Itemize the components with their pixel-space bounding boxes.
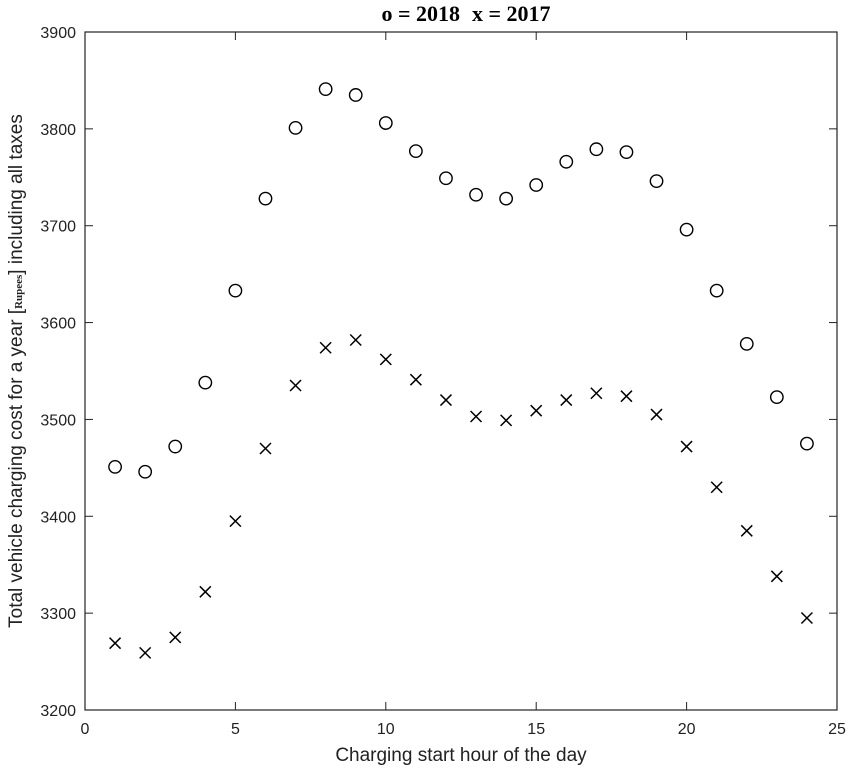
y-tick-label: 3900 bbox=[40, 25, 76, 42]
y-tick-label: 3700 bbox=[40, 219, 76, 236]
x-tick-label: 25 bbox=[828, 721, 846, 738]
marker-2018 bbox=[529, 178, 544, 192]
y-tick-label: 3200 bbox=[40, 703, 76, 720]
title-marker-2017: x bbox=[472, 1, 483, 26]
marker-2018 bbox=[679, 222, 694, 237]
marker-2018 bbox=[108, 459, 122, 474]
marker-2017 bbox=[800, 611, 813, 625]
y-axis-label: Total vehicle charging cost for a year [… bbox=[6, 114, 27, 628]
x-axis-label: Charging start hour of the day bbox=[335, 745, 587, 766]
marker-2017 bbox=[139, 646, 152, 659]
y-tick-label: 3300 bbox=[40, 606, 76, 623]
marker-2017 bbox=[710, 481, 723, 494]
marker-2018 bbox=[499, 191, 514, 206]
marker-2018 bbox=[649, 174, 664, 189]
marker-2017 bbox=[770, 570, 783, 583]
marker-2017 bbox=[229, 515, 242, 528]
y-axis-unit: Rupees bbox=[13, 274, 25, 309]
marker-2018 bbox=[288, 120, 303, 135]
x-tick-label: 15 bbox=[527, 721, 545, 738]
marker-2017 bbox=[740, 524, 753, 537]
marker-2017 bbox=[109, 637, 122, 650]
y-axis-unit-close: ] bbox=[6, 269, 27, 274]
marker-2017 bbox=[409, 373, 422, 386]
marker-2018 bbox=[378, 116, 393, 130]
plot-area bbox=[84, 31, 838, 711]
y-tick-label: 3400 bbox=[40, 509, 76, 526]
marker-2017 bbox=[530, 404, 543, 417]
marker-2017 bbox=[500, 414, 513, 427]
x-tick-label: 5 bbox=[231, 721, 240, 738]
y-tick-label: 3500 bbox=[40, 412, 76, 429]
marker-2017 bbox=[470, 410, 483, 423]
marker-2018 bbox=[559, 154, 574, 169]
marker-2017 bbox=[289, 379, 302, 392]
marker-2017 bbox=[620, 390, 633, 403]
marker-2018 bbox=[619, 145, 634, 160]
y-tick-label: 3600 bbox=[40, 316, 76, 333]
marker-2018 bbox=[198, 375, 213, 390]
chart-title: o = 2018 x = 2017 bbox=[381, 1, 550, 26]
marker-2017 bbox=[319, 341, 332, 354]
marker-2018 bbox=[228, 283, 243, 298]
title-year-2018: = 2018 bbox=[392, 1, 460, 26]
title-year-2017: = 2017 bbox=[483, 1, 551, 26]
marker-2018 bbox=[709, 283, 724, 298]
marker-2018 bbox=[348, 88, 363, 102]
marker-2018 bbox=[589, 142, 604, 157]
marker-2018 bbox=[318, 82, 333, 97]
tick-labels: 0 5 10 15 20 25 3200 3300 3400 3500 3600 3700 3800 39… bbox=[40, 25, 846, 738]
marker-2018 bbox=[439, 171, 453, 186]
marker-2017 bbox=[590, 387, 603, 400]
axis-ticks bbox=[84, 31, 838, 711]
y-axis-label-end: including all taxes bbox=[6, 114, 27, 269]
marker-2018 bbox=[138, 464, 153, 479]
y-axis-unit-open: [ bbox=[6, 308, 27, 314]
marker-2017 bbox=[169, 631, 182, 644]
marker-2018 bbox=[769, 390, 784, 405]
marker-2017 bbox=[439, 394, 452, 407]
marker-2017 bbox=[349, 333, 362, 347]
marker-2018 bbox=[469, 187, 483, 202]
marker-2017 bbox=[680, 440, 693, 453]
y-axis-label-start: Total vehicle charging cost for a year bbox=[6, 314, 27, 628]
marker-2018 bbox=[739, 336, 754, 351]
marker-2017 bbox=[560, 394, 573, 407]
x-tick-label: 10 bbox=[377, 721, 395, 738]
series-2017-markers bbox=[109, 333, 813, 659]
series-2018-markers bbox=[108, 82, 814, 479]
title-marker-2018: o bbox=[381, 1, 392, 26]
marker-2017 bbox=[259, 442, 272, 455]
marker-2017 bbox=[650, 408, 663, 421]
marker-2018 bbox=[258, 191, 273, 206]
y-tick-label: 3800 bbox=[40, 122, 76, 139]
x-tick-label: 0 bbox=[81, 721, 90, 738]
marker-2018 bbox=[408, 144, 423, 159]
marker-2018 bbox=[800, 436, 814, 451]
marker-2017 bbox=[379, 353, 392, 366]
x-tick-label: 20 bbox=[678, 721, 696, 738]
marker-2017 bbox=[199, 585, 212, 598]
marker-2018 bbox=[168, 439, 183, 454]
